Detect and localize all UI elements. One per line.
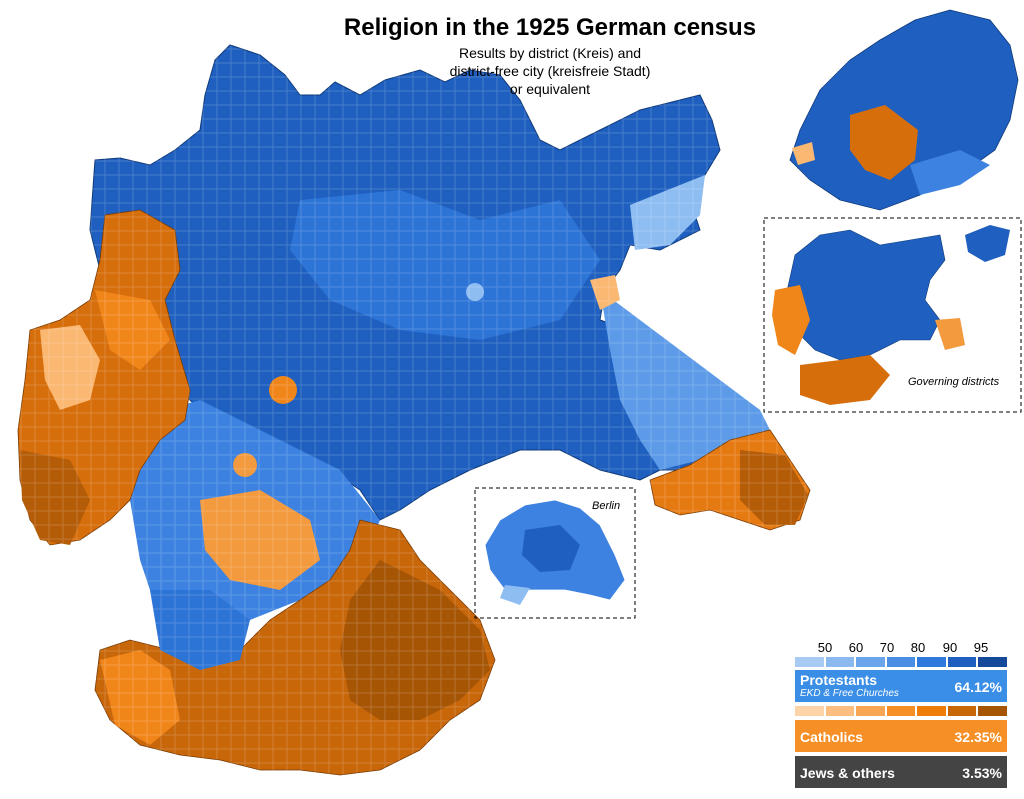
gov-districts-silesia [935, 318, 965, 350]
protestant-swatch-1 [795, 657, 824, 667]
protestant-swatch-4 [886, 657, 916, 667]
catholics-percent: 32.35% [954, 729, 1002, 745]
berlin-inset [474, 487, 636, 619]
east-prussia-mid [910, 150, 990, 195]
catholic-swatch-1 [795, 706, 824, 716]
protestant-color-scale [795, 657, 1008, 667]
subtitle-line-2: district-free city (kreisfreie Stadt) [449, 63, 651, 79]
catholic-swatch-6 [947, 706, 977, 716]
east-prussia-light [792, 142, 815, 165]
tick-50: 50 [817, 640, 833, 655]
tick-70: 70 [879, 640, 895, 655]
catholic-color-scale [795, 706, 1008, 716]
protestant-swatch-5 [917, 657, 946, 667]
map-title: Religion in the 1925 German census [343, 14, 757, 41]
east-prussia-inset [789, 9, 1019, 211]
catholic-enclave-ermland [269, 376, 297, 404]
gov-districts-protestant [784, 229, 946, 361]
tick-95: 95 [973, 640, 989, 655]
governing-districts-label: Governing districts [908, 376, 1000, 388]
protestants-percent: 64.12% [954, 679, 1002, 695]
others-percent: 3.53% [962, 765, 1002, 781]
catholic-swatch-2 [825, 706, 855, 716]
catholic-enclave-eichsfeld [233, 453, 257, 477]
tick-90: 90 [942, 640, 958, 655]
protestant-swatch-6 [947, 657, 977, 667]
protestant-swatch-2 [825, 657, 855, 667]
legend-ticks: 50 60 70 80 90 95 [795, 640, 1007, 656]
others-label: Jews & others [800, 765, 895, 781]
east-prussia-protestant [789, 9, 1019, 211]
protestant-swatch-3 [856, 657, 885, 667]
gov-districts-east-prussia [965, 225, 1010, 262]
berlin-inset-label: Berlin [592, 500, 621, 512]
berlin-inner-dark [522, 525, 580, 572]
protestants-legend-box: Protestants EKD & Free Churches 64.12% [795, 670, 1007, 702]
catholic-swatch-7 [978, 706, 1008, 716]
catholics-label: Catholics [800, 729, 864, 745]
east-prussia-catholic-ermland [850, 105, 918, 180]
catholic-swatch-3 [856, 706, 885, 716]
catholics-legend-box: Catholics 32.35% [795, 720, 1007, 752]
subtitle-line-3: or equivalent [509, 81, 591, 97]
subtitle-line-1: Results by district (Kreis) and [458, 45, 642, 61]
protestants-sublabel: EKD & Free Churches [800, 688, 899, 699]
protestant-swatch-7 [978, 657, 1008, 667]
governing-districts-inset [763, 217, 1022, 413]
map-subtitle: Results by district (Kreis) and district… [380, 44, 720, 98]
gov-districts-catholic-south [800, 355, 890, 405]
tick-60: 60 [848, 640, 864, 655]
others-legend-box: Jews & others 3.53% [795, 756, 1007, 788]
catholic-swatch-4 [886, 706, 916, 716]
catholic-swatch-5 [917, 706, 946, 716]
berlin-outer-light [500, 585, 530, 605]
tick-80: 80 [910, 640, 926, 655]
protestant-enclave-berlin [466, 283, 484, 301]
gov-districts-catholic-west [772, 285, 810, 355]
protestants-label: Protestants [800, 672, 878, 688]
